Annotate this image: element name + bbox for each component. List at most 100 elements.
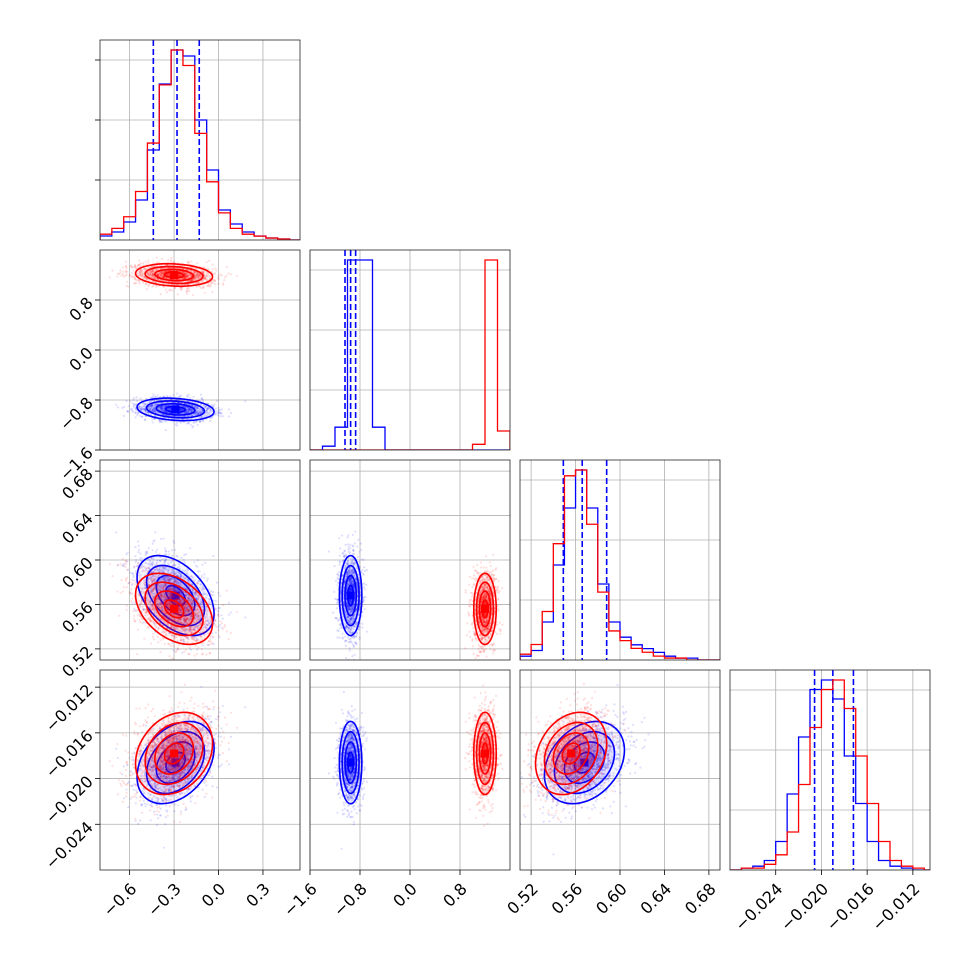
scatter-point [132, 610, 134, 612]
scatter-point [126, 605, 128, 607]
scatter-point [228, 614, 230, 616]
scatter-point [134, 555, 136, 557]
scatter-point [174, 549, 176, 551]
scatter-point [221, 274, 223, 276]
scatter-point [168, 550, 170, 552]
scatter-point [195, 565, 197, 567]
scatter-point [117, 406, 119, 408]
scatter-point [131, 583, 133, 585]
scatter-point [138, 264, 140, 266]
scatter-point [132, 602, 134, 604]
corner-plot: −0.6 −0.3 0.0 0.3 −1.6 −0.8 0.0 0.8 0.52 0.56 0.60… [0, 0, 970, 970]
scatter-point [135, 559, 137, 561]
scatter-point [116, 276, 118, 278]
scatter-point [145, 551, 147, 553]
scatter-point [135, 561, 137, 563]
scatter-point [205, 653, 207, 655]
scatter-point [196, 262, 198, 264]
scatter-point [155, 286, 157, 288]
scatter-point [139, 557, 141, 559]
scatter-point [132, 402, 134, 404]
scatter-point [212, 268, 214, 270]
scatter-point [206, 580, 208, 582]
scatter-point [164, 547, 166, 549]
scatter-point [188, 394, 190, 396]
scatter-point [165, 429, 167, 431]
scatter-point [217, 283, 219, 285]
scatter-point [218, 407, 220, 409]
scatter-point [123, 276, 125, 278]
scatter-point [187, 396, 189, 398]
scatter-point [181, 652, 183, 654]
scatter-point [193, 561, 195, 563]
scatter-point [177, 293, 179, 295]
scatter-point [144, 419, 146, 421]
scatter-point [202, 644, 204, 646]
scatter-point [172, 394, 174, 396]
scatter-point [150, 557, 152, 559]
scatter-point [152, 543, 154, 545]
scatter-point [222, 618, 224, 620]
scatter-point [126, 586, 128, 588]
scatter-point [162, 638, 164, 640]
scatter-point [165, 550, 167, 552]
scatter-point [187, 262, 189, 264]
scatter-point [171, 555, 173, 557]
scatter-point [132, 270, 134, 272]
scatter-point [134, 278, 136, 280]
scatter-point [133, 399, 135, 401]
scatter-point [215, 413, 217, 415]
density-peak-series-1 [170, 271, 178, 279]
scatter-point [161, 258, 163, 260]
scatter-point [115, 531, 117, 533]
scatter-point [220, 614, 222, 616]
scatter-point [206, 261, 208, 263]
scatter-point [139, 576, 141, 578]
scatter-point [126, 281, 128, 283]
scatter-point [125, 400, 127, 402]
scatter-point [207, 285, 209, 287]
scatter-point [218, 626, 220, 628]
scatter-point [226, 275, 228, 277]
scatter-point [138, 259, 140, 261]
scatter-point [185, 553, 187, 555]
scatter-point [203, 577, 205, 579]
scatter-point [217, 592, 219, 594]
scatter-point [218, 275, 220, 277]
scatter-point [196, 653, 198, 655]
scatter-point [209, 591, 211, 593]
scatter-point [230, 273, 232, 275]
scatter-point [131, 579, 133, 581]
scatter-point [172, 540, 174, 542]
scatter-point [186, 290, 188, 292]
scatter-point [109, 563, 111, 565]
scatter-point [173, 542, 175, 544]
scatter-point [217, 414, 219, 416]
scatter-point [204, 588, 206, 590]
scatter-point [212, 555, 214, 557]
scatter-point [217, 610, 219, 612]
scatter-point [206, 665, 208, 667]
scatter-point [189, 547, 191, 549]
scatter-point [218, 634, 220, 636]
scatter-point [180, 557, 182, 559]
scatter-point [145, 283, 147, 285]
scatter-point [192, 294, 194, 296]
scatter-point [190, 261, 192, 263]
scatter-point [119, 271, 121, 273]
scatter-point [236, 611, 238, 613]
scatter-point [200, 589, 202, 591]
scatter-point [200, 394, 202, 396]
scatter-point [166, 291, 168, 293]
scatter-point [126, 577, 128, 579]
scatter-point [176, 424, 178, 426]
scatter-point [151, 418, 153, 420]
scatter-point [160, 538, 162, 540]
scatter-point [165, 289, 167, 291]
scatter-point [135, 610, 137, 612]
scatter-point [176, 422, 178, 424]
scatter-point [125, 580, 127, 582]
scatter-point [197, 424, 199, 426]
scatter-point [228, 272, 230, 274]
scatter-point [133, 574, 135, 576]
